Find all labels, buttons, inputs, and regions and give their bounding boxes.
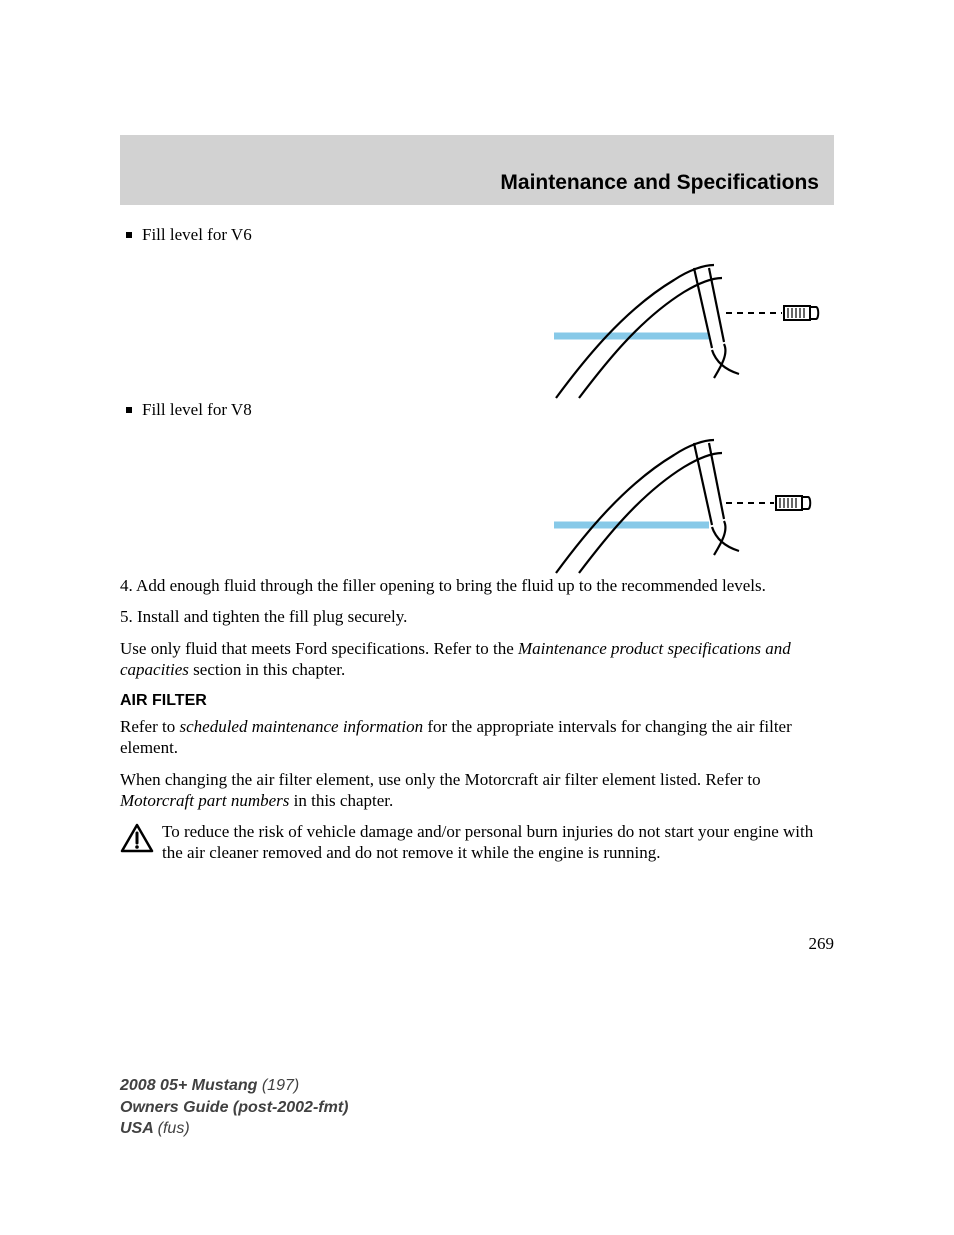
- footer-l1-ital: (197): [262, 1077, 299, 1094]
- footer-line-1: 2008 05+ Mustang (197): [120, 1075, 348, 1097]
- warning-block: To reduce the risk of vehicle damage and…: [120, 821, 834, 864]
- footer-l1-bold: 2008 05+ Mustang: [120, 1077, 262, 1094]
- air-filter-p2: When changing the air filter element, us…: [120, 769, 834, 812]
- page-number: 269: [120, 934, 834, 954]
- air-filter-heading: AIR FILTER: [120, 692, 834, 710]
- af-p2-italic: Motorcraft part numbers: [120, 791, 289, 810]
- header-bar: Maintenance and Specifications: [120, 135, 834, 205]
- fluid-note-pre: Use only fluid that meets Ford specifica…: [120, 639, 518, 658]
- fluid-note: Use only fluid that meets Ford specifica…: [120, 638, 834, 681]
- bullet-v8-text: Fill level for V8: [142, 400, 252, 420]
- warning-triangle-icon: [120, 823, 154, 853]
- bullet-v8: Fill level for V8: [120, 400, 834, 420]
- warning-text: To reduce the risk of vehicle damage and…: [162, 822, 813, 862]
- air-filter-p1: Refer to scheduled maintenance informati…: [120, 716, 834, 759]
- bullet-v6-text: Fill level for V6: [142, 225, 252, 245]
- footer-l3-bold: USA: [120, 1120, 158, 1137]
- af-p2-post: in this chapter.: [289, 791, 393, 810]
- footer-line-3: USA (fus): [120, 1118, 348, 1140]
- step-4: 4. Add enough fluid through the filler o…: [120, 575, 834, 596]
- fill-level-v8-diagram: [544, 425, 824, 575]
- fluid-note-post: section in this chapter.: [189, 660, 345, 679]
- step-5: 5. Install and tighten the fill plug sec…: [120, 606, 834, 627]
- af-p1-italic: scheduled maintenance information: [179, 717, 423, 736]
- footer: 2008 05+ Mustang (197) Owners Guide (pos…: [120, 1075, 348, 1140]
- af-p2-pre: When changing the air filter element, us…: [120, 770, 761, 789]
- af-p1-pre: Refer to: [120, 717, 179, 736]
- bullet-v6: Fill level for V6: [120, 225, 834, 245]
- fill-level-v6-diagram: [544, 250, 824, 400]
- bullet-dot-icon: [126, 407, 132, 413]
- bullet-dot-icon: [126, 232, 132, 238]
- diagram-v8-container: [120, 425, 834, 575]
- footer-line-2: Owners Guide (post-2002-fmt): [120, 1097, 348, 1119]
- page-title: Maintenance and Specifications: [500, 171, 819, 195]
- footer-l3-ital: (fus): [158, 1120, 190, 1137]
- diagram-v6-container: [120, 250, 834, 400]
